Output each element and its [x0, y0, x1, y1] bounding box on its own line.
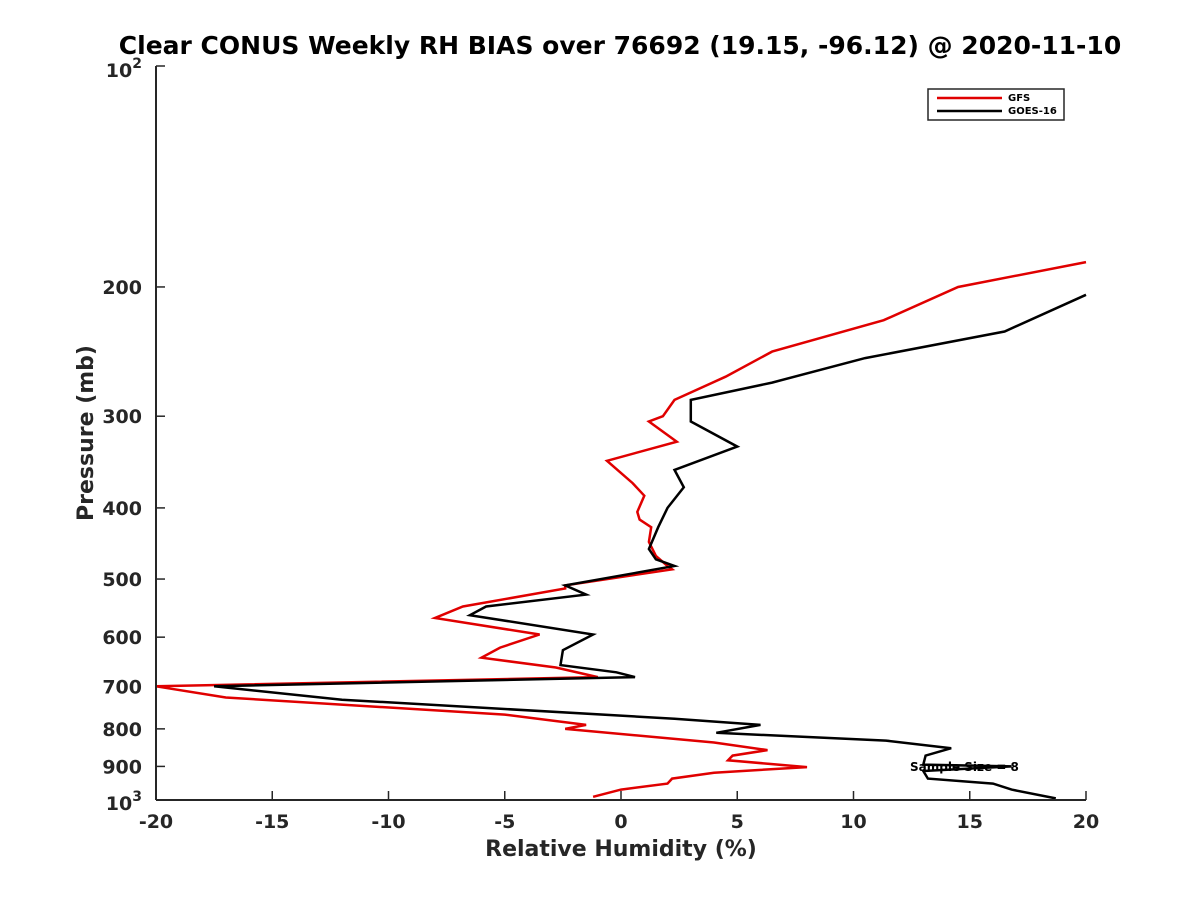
y-tick-label: 900 [102, 756, 142, 778]
x-tick-label: 10 [840, 811, 866, 833]
x-tick-label: 0 [614, 811, 627, 833]
y-tick-label: 600 [102, 627, 142, 649]
y-tick-label-top: 102 [106, 56, 142, 82]
x-tick-label: -5 [494, 811, 515, 833]
legend-label-goes16: GOES-16 [1008, 106, 1057, 117]
y-tick-label-bottom: 103 [106, 789, 142, 815]
legend: GFS GOES-16 [927, 88, 1065, 121]
y-tick-label: 700 [102, 676, 142, 698]
x-tick-label: -10 [371, 811, 405, 833]
y-tick-labels: 200 300 400 500 600 700 800 900 [102, 277, 142, 778]
x-tick-labels: -20 -15 -10 -5 0 5 10 15 20 [139, 811, 1099, 833]
series-line-gfs [155, 260, 1087, 799]
y-tick-label: 500 [102, 569, 142, 591]
x-tick-label: 15 [957, 811, 983, 833]
chart-title: Clear CONUS Weekly RH BIAS over 76692 (1… [119, 31, 1121, 60]
x-tick-label: -20 [139, 811, 173, 833]
legend-box [927, 88, 1065, 121]
tick-marks [155, 65, 1087, 801]
y-tick-label: 400 [102, 498, 142, 520]
x-tick-label: 5 [731, 811, 744, 833]
y-tick-label: 800 [102, 719, 142, 741]
sample-size-annotation: Sample Size = 8 [910, 760, 1019, 774]
y-tick-label: 200 [102, 277, 142, 299]
x-tick-label: 20 [1073, 811, 1099, 833]
y-axis-label: Pressure (mb) [74, 345, 99, 521]
series-lines [155, 260, 1087, 800]
series-line-goes16 [213, 293, 1087, 800]
x-tick-label: -15 [255, 811, 289, 833]
y-tick-label: 300 [102, 406, 142, 428]
legend-label-gfs: GFS [1008, 93, 1030, 104]
x-axis-label: Relative Humidity (%) [485, 837, 757, 862]
